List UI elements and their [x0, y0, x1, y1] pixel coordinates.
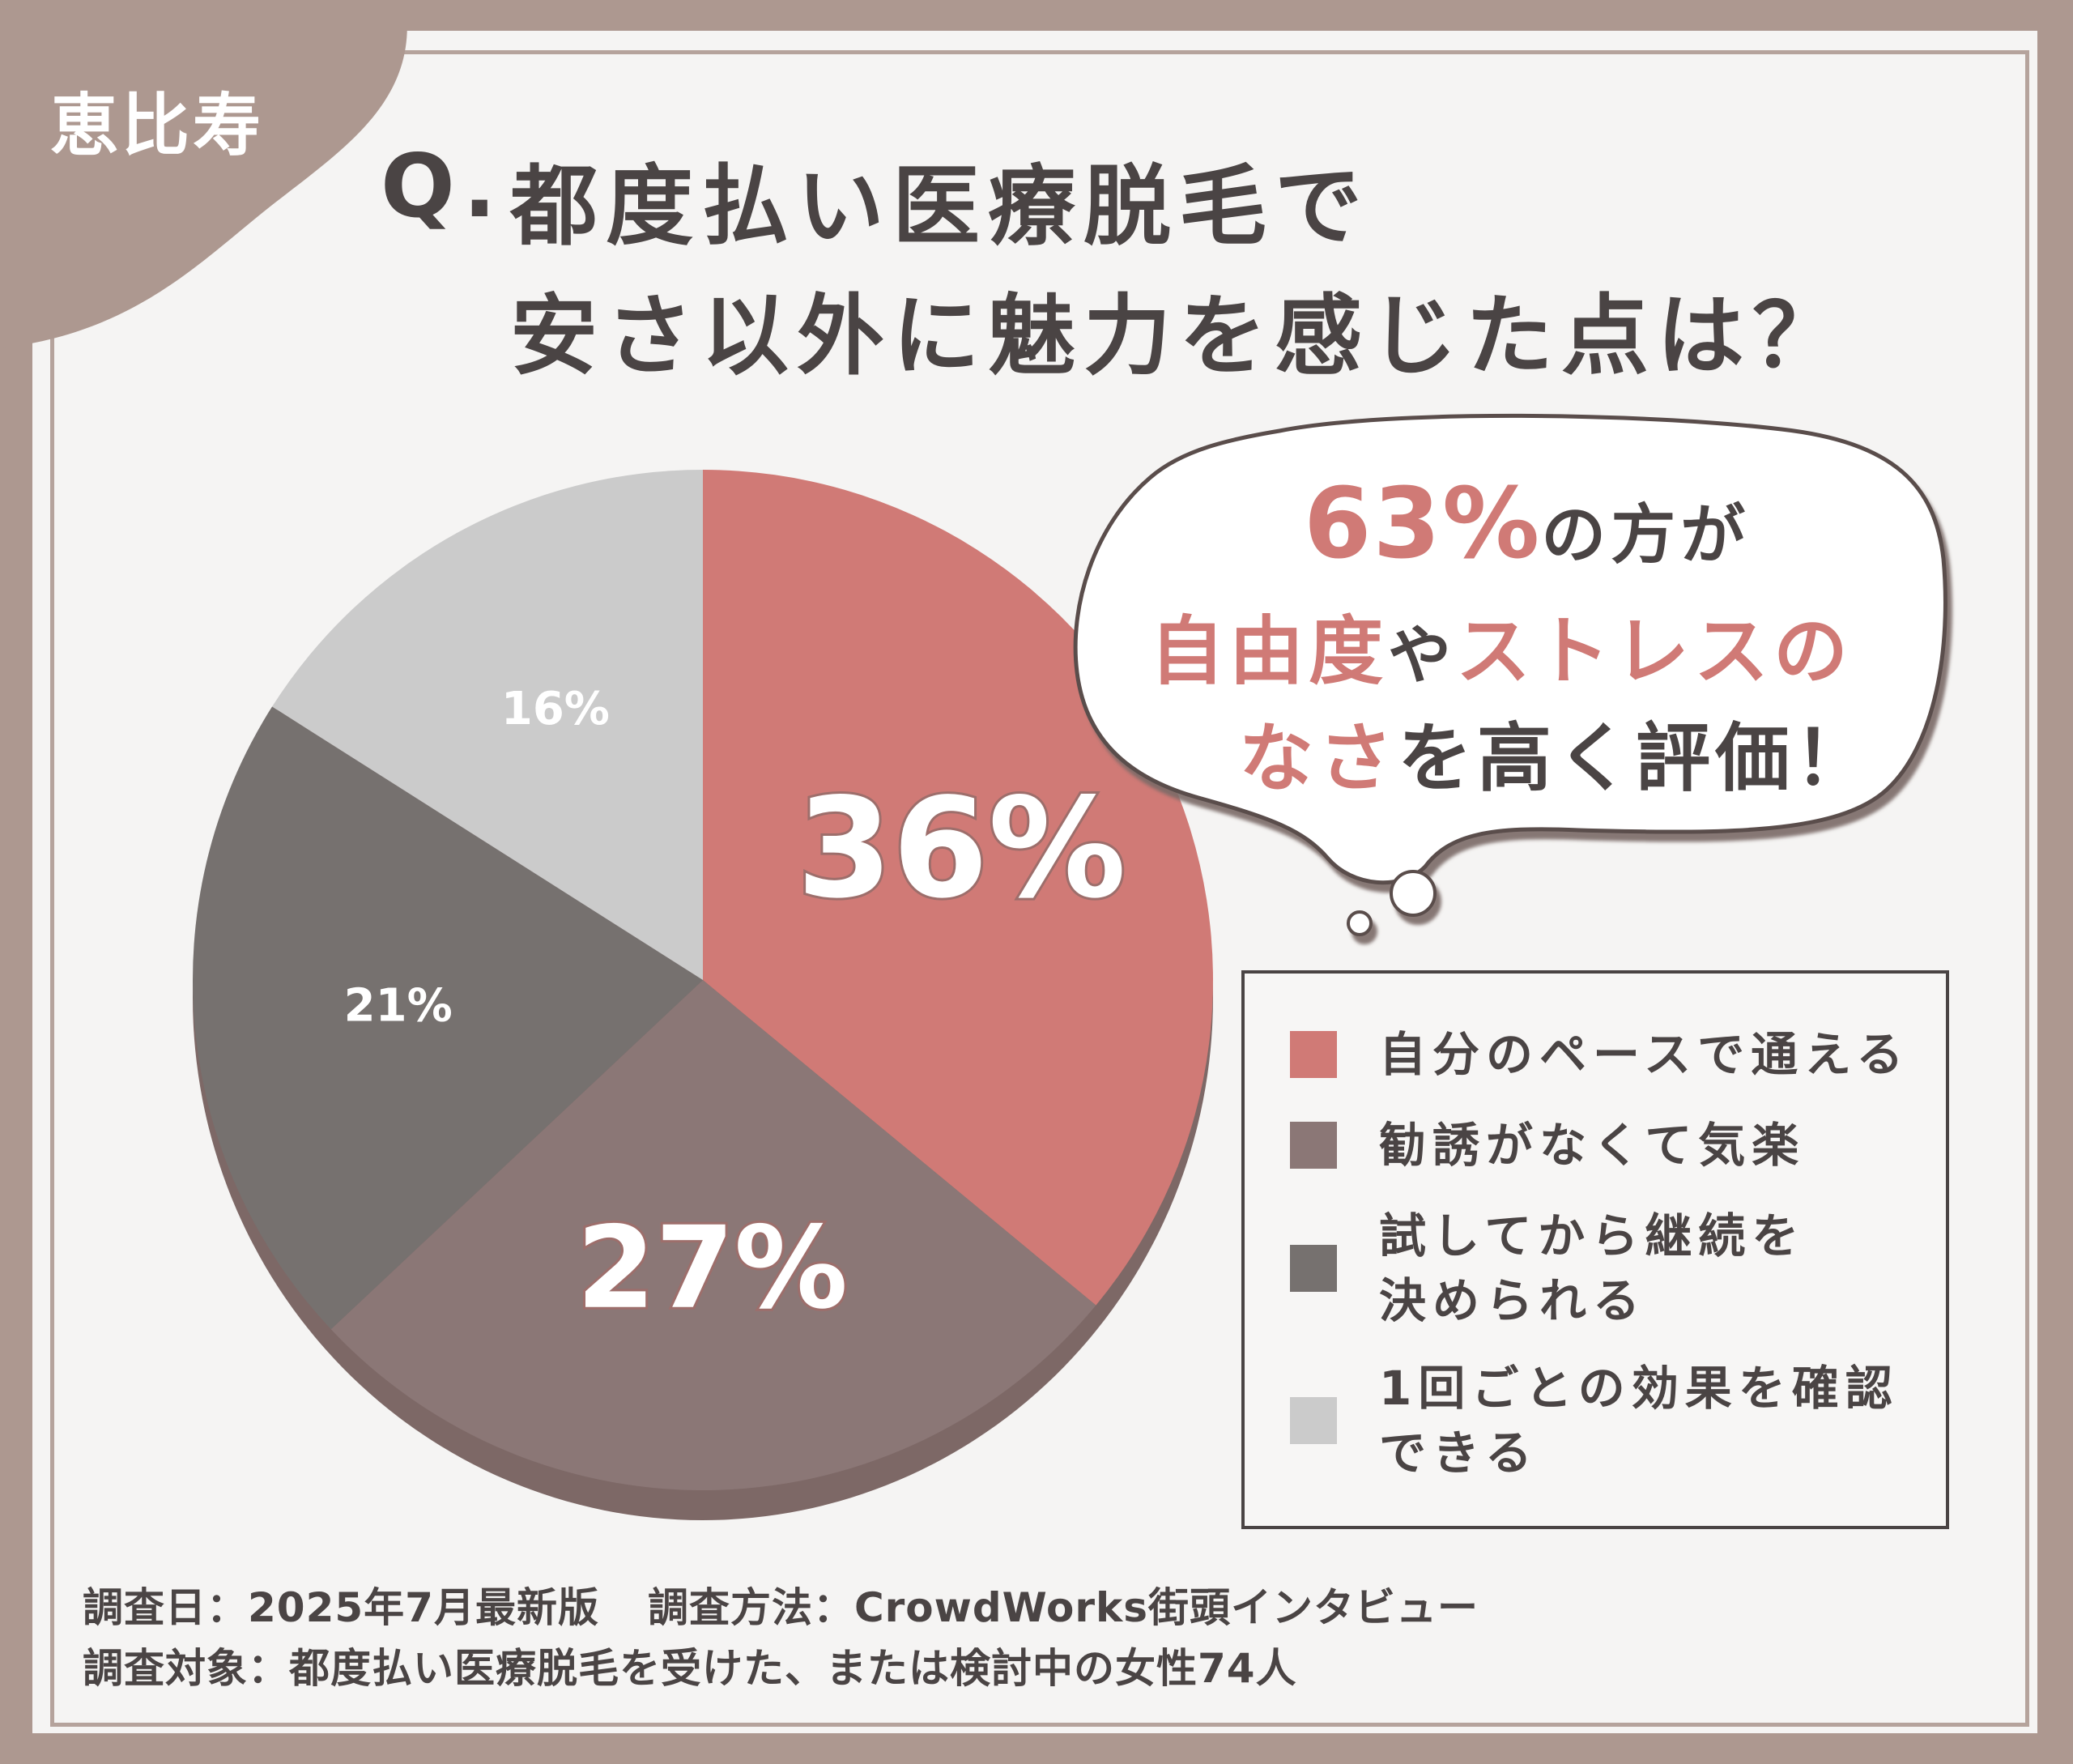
inner-frame	[50, 50, 2029, 1727]
bubble-line-3: なさを高く評価！	[1239, 698, 1874, 806]
legend-label-2: 試してから継続を 決められる	[1379, 1204, 1805, 1333]
bubble-connector: や	[1388, 620, 1457, 692]
pie-slice-3	[272, 470, 704, 980]
footer-line-2: 調査対象：都度払い医療脱毛を受けた、または検討中の女性74人	[83, 1645, 1297, 1692]
bubble-line-3-rest: を高く評価！	[1398, 715, 1875, 802]
bubble-highlight-stress: ストレスの	[1456, 608, 1854, 695]
pie-value-label-3: 16%	[501, 683, 610, 735]
footer-line-1: 調査日：2025年7月最新版 調査方法：CrowdWorks街頭インタビュー	[83, 1575, 1479, 1634]
legend-label-3: 1回ごとの効果を確認 できる	[1379, 1356, 1899, 1485]
bubble-highlight-freedom: 自由度	[1150, 608, 1389, 695]
legend-swatch-3	[1290, 1397, 1337, 1444]
bubble-line-1-rest: の方が	[1541, 497, 1751, 573]
legend-label-2-line-1: 決められる	[1379, 1273, 1647, 1328]
speech-bubble	[1073, 413, 1947, 936]
legend-box: 自分のペースで通える 勧誘がなくて気楽 試してから継続を 決められる 1回ごとの…	[1241, 970, 1949, 1529]
legend-label-3-line-0: 1回ごとの効果を確認	[1379, 1361, 1899, 1416]
legend-label-1-line-0: 勧誘がなくて気楽	[1379, 1118, 1806, 1173]
pie-value-label-1: 27%	[577, 1203, 848, 1335]
legend-label-0-line-0: 自分のペースで通える	[1379, 1027, 1910, 1082]
area-tag: 恵比寿	[50, 86, 265, 165]
legend-label-0: 自分のペースで通える	[1379, 1022, 1909, 1087]
legend-swatch-1	[1290, 1122, 1337, 1169]
pie-slice-2	[193, 706, 704, 1330]
bubble-line-1: 63%の方が	[1304, 468, 1750, 581]
legend-swatch-0	[1290, 1031, 1337, 1078]
title-line-2: 安さ以外に魅力を感じた点は？	[510, 286, 1849, 387]
title-line-1: 都度払い医療脱毛で	[510, 156, 1371, 258]
pie-value-label-2: 21%	[344, 980, 453, 1033]
legend-label-2-line-0: 試してから継続を	[1379, 1208, 1806, 1263]
legend-label-1: 勧誘がなくて気楽	[1379, 1113, 1805, 1178]
legend-swatch-2	[1290, 1245, 1337, 1292]
bubble-percent-highlight: 63%	[1304, 468, 1542, 581]
bubble-line-2: 自由度やストレスの	[1150, 591, 1853, 699]
pie-value-label-0: 36%	[797, 769, 1126, 929]
survey-method: 調査方法：CrowdWorks街頭インタビュー	[647, 1584, 1479, 1631]
pie-slice-1	[330, 980, 1096, 1491]
bubble-highlight-nasa: なさ	[1239, 715, 1398, 802]
survey-date: 調査日：2025年7月最新版	[83, 1584, 599, 1631]
legend-label-3-line-1: できる	[1379, 1425, 1539, 1481]
corner-tag-shape	[0, 0, 407, 348]
title-q-prefix: Q.	[381, 136, 504, 237]
